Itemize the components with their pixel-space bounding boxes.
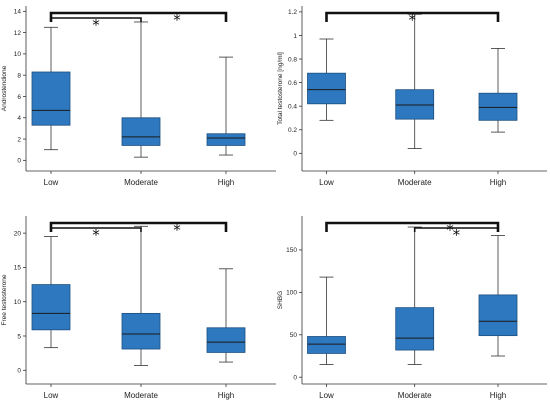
y-tick-label: 50 [290, 332, 298, 339]
y-tick-label: 10 [14, 51, 22, 58]
iqr-box [206, 133, 246, 146]
x-category-label: Moderate [124, 391, 158, 400]
box-low [307, 38, 346, 121]
y-tick-label: 15 [14, 265, 22, 272]
significance-bracket: * [50, 16, 142, 34]
y-tick-label: 0.4 [288, 103, 297, 110]
box-low [31, 236, 71, 349]
box-high [478, 235, 518, 357]
x-category-label: Moderate [398, 178, 432, 187]
box-high [206, 268, 246, 363]
iqr-box [307, 72, 346, 105]
significance-bracket: * [49, 11, 228, 29]
x-category-label: High [490, 178, 506, 187]
y-tick-label: 20 [14, 230, 22, 237]
y-tick-label: 0 [17, 158, 21, 165]
y-tick-label: 14 [14, 9, 22, 16]
iqr-box [206, 327, 246, 353]
iqr-box [478, 294, 518, 337]
chart-panel-3: 0 5 10 15 20 Free testosterone Low Moderate High… [1, 216, 276, 400]
significance-star: * [453, 226, 461, 244]
y-tick-label: 10 [14, 299, 22, 306]
iqr-box [307, 336, 346, 354]
box-low [307, 276, 346, 365]
y-axis-label: SHBG [277, 291, 284, 309]
box-moderate [395, 226, 435, 365]
iqr-box [31, 71, 71, 126]
significance-star: * [92, 226, 100, 244]
y-axis-label: Total testosterone [ng/ml] [277, 52, 284, 125]
significance-star: * [173, 221, 181, 239]
y-tick-label: 0 [17, 368, 21, 375]
y-tick-label: 0.6 [288, 80, 297, 87]
y-tick-label: 1 [293, 33, 297, 40]
y-axis-label: Free testosterone [1, 274, 8, 325]
y-tick-label: 8 [17, 72, 21, 79]
box-moderate [121, 225, 161, 366]
y-tick-label: 4 [17, 115, 21, 122]
x-category-label: Low [44, 178, 59, 187]
y-tick-label: 1.2 [288, 9, 297, 16]
y-tick-label: 0 [293, 151, 297, 158]
y-tick-label: 5 [17, 333, 21, 340]
x-category-label: High [218, 391, 234, 400]
significance-star: * [92, 16, 100, 34]
y-tick-label: 0.2 [288, 127, 297, 134]
iqr-box [478, 92, 518, 121]
box-moderate [395, 13, 435, 150]
x-category-label: High [490, 391, 506, 400]
iqr-box [395, 307, 435, 351]
bracket-line [325, 11, 500, 22]
iqr-box [31, 284, 71, 331]
y-tick-label: 0 [293, 375, 297, 382]
iqr-box [395, 89, 435, 120]
x-category-label: Moderate [398, 391, 432, 400]
chart-panel-2: 0 0.2 0.4 0.6 0.8 1 1.2 Total testosterone [ng/… [277, 6, 547, 187]
significance-bracket: * [413, 226, 499, 244]
chart-panel-1: 0 2 4 6 8 10 12 14 Androstendione Low Moderate High… [1, 6, 276, 187]
bracket-line [49, 221, 228, 232]
significance-star: * [409, 11, 417, 29]
x-category-label: Low [319, 391, 334, 400]
box-high [206, 56, 246, 156]
significance-star: * [173, 11, 181, 29]
y-tick-label: 100 [286, 290, 297, 297]
y-tick-label: 0.8 [288, 56, 297, 63]
box-low [31, 26, 71, 151]
y-tick-label: 6 [17, 94, 21, 101]
significance-bracket: * [325, 221, 500, 239]
y-tick-label: 2 [17, 136, 21, 143]
significance-bracket: * [325, 11, 500, 29]
box-high [478, 48, 518, 133]
bracket-line [413, 227, 499, 232]
y-axis-label: Androstendione [1, 65, 8, 111]
iqr-box [121, 117, 161, 146]
chart-panel-4: 0 50 100 150 SHBG Low Moderate High ** [277, 216, 547, 400]
significance-star: * [446, 221, 454, 239]
significance-bracket: * [49, 221, 228, 239]
x-category-label: High [218, 178, 234, 187]
x-category-label: Low [319, 178, 334, 187]
y-tick-label: 150 [286, 247, 297, 254]
bracket-line [49, 11, 228, 22]
significance-bracket: * [50, 226, 142, 244]
x-category-label: Low [44, 391, 59, 400]
y-tick-label: 12 [14, 30, 22, 37]
x-category-label: Moderate [124, 178, 158, 187]
box-moderate [121, 21, 161, 158]
iqr-box [121, 312, 161, 350]
